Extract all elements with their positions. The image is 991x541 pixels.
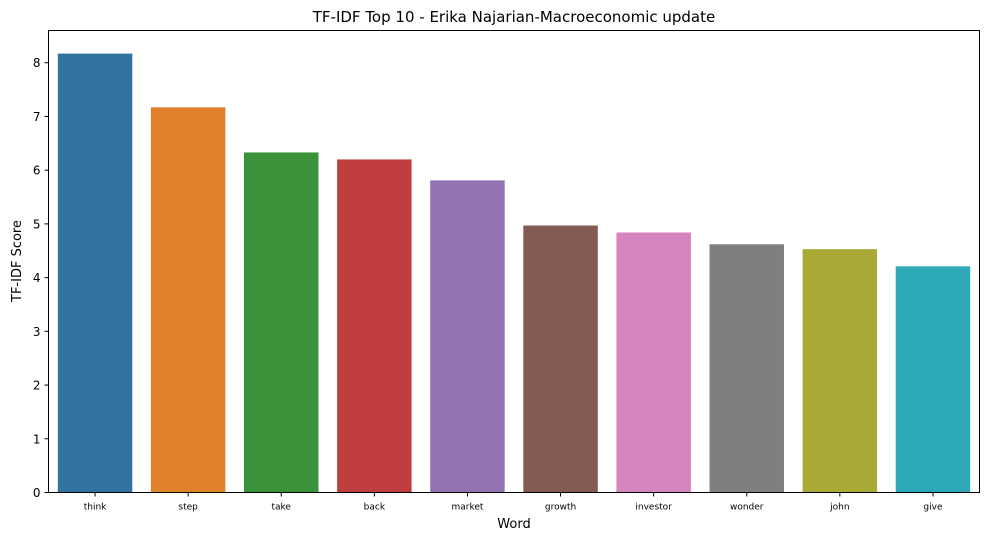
bar-give — [895, 266, 971, 493]
x-tick-label: growth — [545, 503, 576, 513]
y-tick-label: 0 — [33, 486, 41, 500]
x-tick-label: give — [923, 503, 943, 513]
x-tick-label: back — [364, 503, 386, 513]
bar-back — [337, 159, 412, 493]
bar-market — [430, 180, 505, 493]
bar-john — [802, 249, 878, 493]
bar-take — [244, 152, 319, 493]
y-axis-label: TF-IDF Score — [10, 220, 25, 303]
bar-think — [57, 53, 133, 493]
x-tick-label: wonder — [730, 503, 764, 513]
x-axis: think step take back market growth investor won… — [84, 492, 943, 513]
x-tick-label: take — [272, 503, 292, 513]
bar-wonder — [709, 244, 784, 493]
y-tick-label: 1 — [33, 432, 41, 446]
y-tick-label: 5 — [33, 217, 41, 231]
y-tick-label: 2 — [33, 379, 41, 393]
x-tick-label: investor — [635, 503, 672, 513]
x-tick-label: think — [84, 503, 107, 513]
x-tick-label: market — [451, 503, 483, 513]
chart-title: TF-IDF Top 10 - Erika Najarian-Macroecon… — [312, 8, 715, 26]
x-tick-label: john — [829, 503, 849, 513]
bar-step — [150, 107, 226, 493]
y-tick-label: 3 — [33, 325, 41, 339]
x-axis-label: Word — [497, 517, 530, 532]
plot-frame — [48, 30, 980, 493]
y-tick-label: 8 — [33, 56, 41, 70]
y-tick-label: 6 — [33, 164, 41, 178]
x-tick-label: step — [178, 503, 198, 513]
bars-group — [57, 53, 971, 493]
y-axis: 0 1 2 3 4 5 6 7 8 — [33, 56, 49, 500]
bar-investor — [616, 232, 691, 493]
y-tick-label: 4 — [33, 271, 41, 285]
bar-growth — [523, 225, 598, 493]
y-tick-label: 7 — [33, 110, 41, 124]
